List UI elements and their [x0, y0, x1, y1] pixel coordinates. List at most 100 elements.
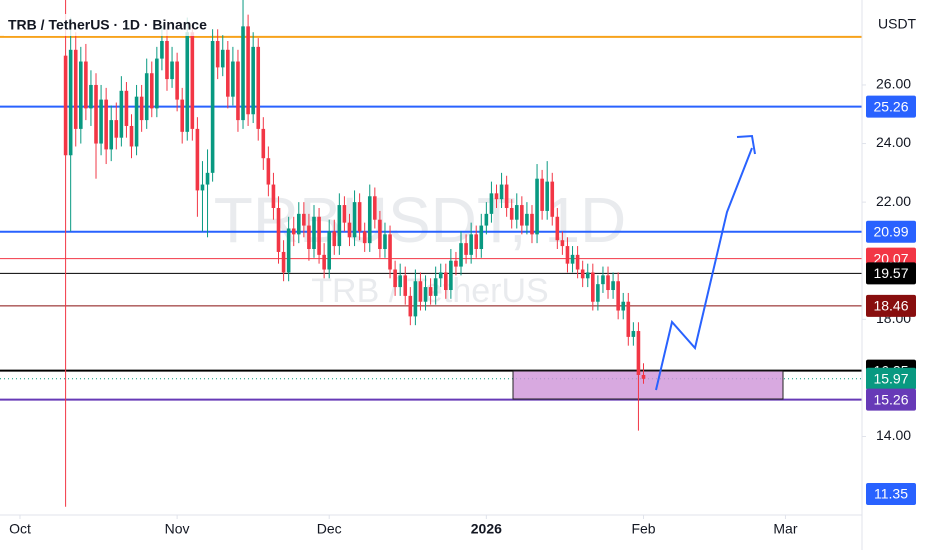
- candle-body: [271, 184, 276, 208]
- x-tick-label: Oct: [9, 521, 31, 537]
- candle-body: [585, 272, 590, 279]
- candle-body: [606, 275, 610, 291]
- candle-body: [281, 251, 286, 273]
- candle-body: [352, 202, 357, 238]
- candle-body: [109, 120, 114, 150]
- candle-body: [256, 46, 261, 129]
- candle-body: [180, 99, 184, 132]
- price-tag: [866, 483, 916, 505]
- candle-body: [535, 178, 539, 235]
- x-tick-label: Mar: [773, 521, 797, 537]
- candle-body: [246, 26, 250, 115]
- candle-body: [525, 213, 529, 226]
- candle-body: [134, 96, 139, 147]
- candle-body: [438, 272, 443, 279]
- y-tick-label: 24.00: [876, 134, 911, 150]
- candle-body: [261, 128, 266, 159]
- candle-body: [322, 254, 326, 270]
- candle-body: [149, 73, 154, 109]
- candle-body: [129, 125, 134, 147]
- candle-body: [139, 96, 144, 121]
- price-tag-label: 15.97: [873, 370, 908, 386]
- candle-body: [205, 172, 210, 185]
- candle-body: [398, 275, 402, 288]
- candle-body: [241, 26, 245, 121]
- candle-body: [494, 193, 499, 200]
- candles: [63, 0, 646, 507]
- candle-body: [560, 240, 565, 247]
- candle-body: [631, 331, 636, 337]
- candle-body: [175, 61, 179, 100]
- x-tick-label: Dec: [317, 521, 342, 537]
- candle-body: [286, 228, 291, 273]
- candle-body: [307, 225, 311, 250]
- candle-body: [469, 234, 473, 255]
- candle-body: [596, 284, 600, 302]
- candle-body: [84, 61, 88, 109]
- candle-body: [155, 58, 159, 109]
- candle-body: [373, 196, 377, 220]
- price-tag-label: 19.57: [873, 265, 908, 281]
- candle-body: [89, 84, 93, 109]
- candle-body: [565, 246, 570, 264]
- candle-body: [104, 99, 108, 150]
- candle-body: [79, 61, 83, 129]
- candle-body: [317, 216, 321, 255]
- price-tag: [866, 262, 916, 285]
- candle-body: [474, 234, 479, 250]
- candle-body: [296, 213, 301, 235]
- candle-body: [160, 41, 164, 59]
- y-tick-label: 26.00: [876, 76, 911, 92]
- candle-body: [601, 275, 605, 285]
- x-tick-label: Feb: [631, 521, 655, 537]
- candle-body: [68, 49, 73, 156]
- x-tick-label: Nov: [165, 521, 190, 537]
- candle-body: [540, 178, 544, 211]
- candle-body: [200, 184, 205, 191]
- candle-body: [144, 73, 149, 121]
- candle-body: [611, 281, 615, 291]
- candle-body: [236, 61, 240, 121]
- candle-body: [210, 41, 215, 173]
- candle-body: [63, 55, 68, 156]
- candle-body: [575, 254, 580, 270]
- candle-body: [165, 41, 169, 80]
- candle-body: [616, 281, 620, 311]
- candle-body: [509, 207, 514, 220]
- y-axis-label: USDT: [878, 16, 917, 32]
- candle-body: [276, 207, 281, 252]
- candle-body: [347, 222, 352, 238]
- chart-title: TRB / TetherUS · 1D · Binance: [8, 17, 207, 33]
- candle-body: [378, 219, 382, 250]
- price-tag-label: 15.26: [873, 391, 908, 407]
- candle-body: [362, 231, 367, 244]
- price-tag: [866, 95, 916, 118]
- arrow-head: [736, 134, 756, 155]
- candle-body: [550, 181, 555, 217]
- candle-body: [312, 216, 316, 250]
- candle-body: [220, 49, 225, 68]
- candle-body: [332, 231, 337, 247]
- y-tick-label: 22.00: [876, 193, 911, 209]
- title-bg: [4, 14, 210, 36]
- price-tag-label: 11.35: [874, 486, 908, 502]
- candle-body: [514, 205, 519, 220]
- candle-body: [504, 184, 509, 208]
- x-tick-label: 2026: [471, 521, 502, 537]
- candle-body: [357, 202, 362, 232]
- price-tag: [866, 367, 916, 390]
- candle-body: [114, 120, 119, 138]
- candle-body: [499, 184, 504, 200]
- candle-body: [641, 374, 646, 379]
- price-tag: [866, 220, 916, 243]
- candle-body: [99, 99, 103, 144]
- candle-body: [570, 254, 575, 264]
- zone-box: [512, 370, 784, 400]
- candle-body: [408, 295, 413, 317]
- candle-body: [580, 269, 585, 279]
- candle-body: [73, 49, 78, 129]
- candle-body: [591, 272, 595, 302]
- candle-body: [459, 243, 463, 267]
- candle-body: [418, 281, 423, 302]
